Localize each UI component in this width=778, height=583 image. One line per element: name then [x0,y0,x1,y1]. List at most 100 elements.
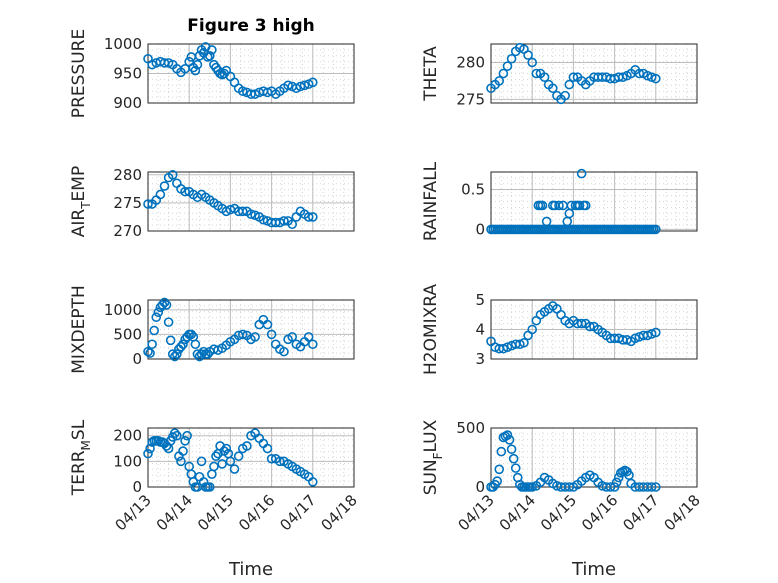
y-axis-label-subscript: M [79,440,93,450]
data-point [498,68,509,79]
x-tick-label: 04/16 [578,491,621,534]
data-point [646,72,657,82]
data-point [145,348,155,358]
data-point [196,456,207,467]
data-point [498,343,509,354]
data-point [299,80,310,91]
subplot-air_temp: 270 275 280 AIRTEMP [69,166,355,240]
axes-box [147,299,355,360]
x-tick-label: 04/18 [661,491,704,534]
data-point [605,482,616,492]
data-point [275,456,285,467]
y-axis-label-rest: LUX [421,419,441,452]
data-point [504,434,515,445]
data-point [494,76,505,86]
data-point [562,216,573,227]
data-point [190,339,201,350]
axes-box [147,43,355,104]
data-point [172,178,182,189]
data-point [192,59,203,70]
y-axis-label-main: SUN [421,459,441,495]
data-point [515,339,525,350]
y-axis-label: H2OMIXRA [421,284,441,375]
data-point [165,335,176,346]
y-tick-label: 200 [113,427,142,445]
data-point [207,469,217,479]
data-point [167,170,178,180]
data-point [202,349,213,359]
data-point [159,181,170,191]
axes-box [147,171,355,232]
y-tick-label: 3 [475,350,485,368]
axes-box [490,43,698,104]
y-axis-label-subscript: T [79,201,93,210]
x-tick-label: 04/15 [194,491,237,534]
data-point [147,339,157,350]
y-axis-label-rest: EMP [69,166,89,202]
data-point [258,214,269,225]
y-tick-label: 1000 [104,35,142,53]
y-tick-label: 275 [456,90,485,108]
y-tick-label: 280 [113,166,142,184]
data-point [307,212,318,222]
y-axis-label-main: TERR [69,450,89,496]
data-point [229,464,240,474]
y-tick-label: 1000 [104,301,142,319]
data-point [492,476,502,486]
data-point [506,53,517,64]
data-point [494,464,505,475]
data-point [506,444,517,455]
y-tick-label: 0.5 [461,181,485,199]
y-axis-label: SUNFLUX [421,419,445,495]
x-tick-label: 04/14 [496,491,539,534]
data-point [523,50,533,60]
data-point [246,209,256,219]
data-point [180,186,190,197]
data-point [609,482,620,492]
y-axis-label: THETA [421,46,441,102]
y-tick-label: 900 [113,94,142,112]
y-tick-label: 270 [113,222,142,240]
data-point [303,212,314,222]
figure-title: Figure 3 high [187,16,315,36]
data-point [211,451,221,462]
data-point [554,200,564,211]
data-point [531,68,542,79]
y-tick-label: 5 [475,291,485,309]
data-point [527,482,538,492]
subplot-mixdepth: 0 500 1000 MIXDEPTH [69,285,355,374]
data-point [172,430,182,441]
data-point [307,339,318,350]
data-point [262,319,273,330]
data-point [564,79,575,90]
data-point [143,346,153,357]
y-tick-label: 0 [475,478,485,496]
data-point [287,219,298,230]
data-point [502,342,513,353]
x-axis-label-right: Time [571,559,616,580]
data-point [650,224,661,235]
data-point [233,451,244,462]
data-point [568,72,579,82]
data-point [221,443,232,454]
x-tick-label: 04/15 [537,491,580,534]
data-point [564,482,575,492]
data-point [159,297,170,308]
data-point [502,430,513,440]
data-point [172,349,182,359]
data-point [307,477,318,487]
data-point [151,312,162,323]
data-point [153,307,164,318]
y-tick-label: 950 [113,65,142,83]
data-point [618,72,628,82]
y-axis-label-rest: SL [69,419,89,440]
data-point [515,42,525,53]
data-point [205,50,215,61]
data-point [502,61,513,71]
data-point [250,332,260,342]
data-point [650,73,661,84]
data-point [519,337,529,348]
subplot-terr_msl: 0 100 200 TERRMSL 04/1304/1404/1504/1604/170… [69,419,361,534]
